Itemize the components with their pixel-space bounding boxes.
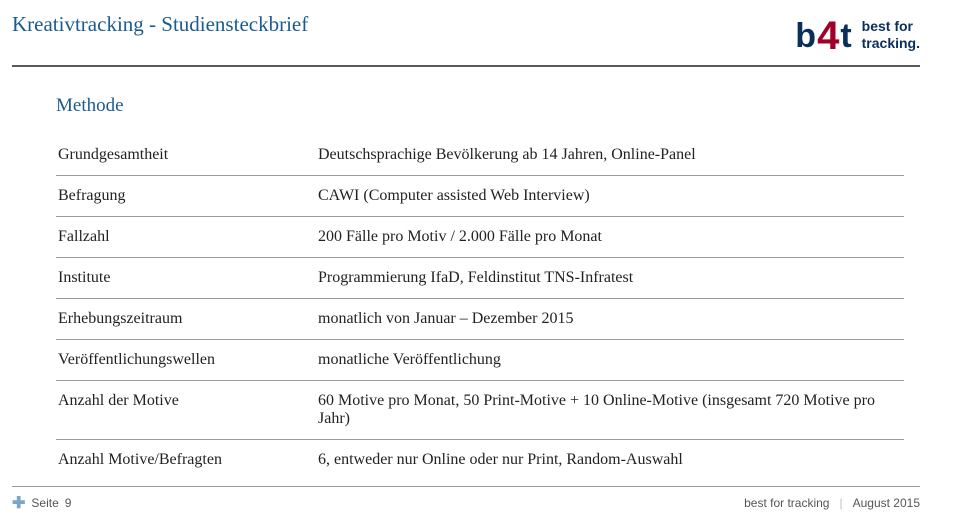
logo-letter-b: b — [795, 17, 816, 56]
content: Methode Grundgesamtheit Deutschsprachige… — [0, 67, 960, 480]
footer-left: ✚ Seite 9 — [12, 493, 71, 513]
page-label: Seite — [31, 496, 58, 510]
cell-val: CAWI (Computer assisted Web Interview) — [316, 176, 904, 217]
cell-val: Programmierung IfaD, Feldinstitut TNS-In… — [316, 258, 904, 299]
info-table: Grundgesamtheit Deutschsprachige Bevölke… — [56, 135, 904, 480]
table-row: Befragung CAWI (Computer assisted Web In… — [56, 176, 904, 217]
table-row: Erhebungszeitraum monatlich von Januar –… — [56, 299, 904, 340]
cell-key: Anzahl Motive/Befragten — [56, 440, 316, 481]
logo-mark: b 4 t — [795, 12, 851, 57]
logo-tagline: best for tracking. — [862, 18, 920, 52]
footer: ✚ Seite 9 best for tracking | August 201… — [0, 486, 960, 513]
cell-key: Befragung — [56, 176, 316, 217]
table-row: Anzahl Motive/Befragten 6, entweder nur … — [56, 440, 904, 481]
plus-icon: ✚ — [12, 493, 25, 513]
header: Kreativtracking - Studiensteckbrief b 4 … — [0, 0, 960, 57]
cell-val: 6, entweder nur Online oder nur Print, R… — [316, 440, 904, 481]
table-row: Fallzahl 200 Fälle pro Motiv / 2.000 Fäl… — [56, 217, 904, 258]
footer-divider — [12, 486, 920, 487]
table-row: Anzahl der Motive 60 Motive pro Monat, 5… — [56, 381, 904, 440]
cell-key: Veröffentlichungswellen — [56, 340, 316, 381]
table-row: Veröffentlichungswellen monatliche Veröf… — [56, 340, 904, 381]
section-heading: Methode — [56, 95, 904, 117]
page-number: 9 — [65, 496, 72, 510]
cell-val: monatliche Veröffentlichung — [316, 340, 904, 381]
cell-key: Institute — [56, 258, 316, 299]
cell-val: monatlich von Januar – Dezember 2015 — [316, 299, 904, 340]
cell-val: 60 Motive pro Monat, 50 Print-Motive + 1… — [316, 381, 904, 440]
cell-key: Anzahl der Motive — [56, 381, 316, 440]
footer-divider-vertical: | — [839, 496, 842, 510]
cell-key: Grundgesamtheit — [56, 135, 316, 176]
cell-val: Deutschsprachige Bevölkerung ab 14 Jahre… — [316, 135, 904, 176]
footer-right: best for tracking | August 2015 — [744, 496, 920, 510]
footer-brand: best for tracking — [744, 496, 829, 510]
cell-key: Fallzahl — [56, 217, 316, 258]
cell-val: 200 Fälle pro Motiv / 2.000 Fälle pro Mo… — [316, 217, 904, 258]
logo: b 4 t best for tracking. — [795, 12, 920, 57]
footer-row: ✚ Seite 9 best for tracking | August 201… — [12, 493, 920, 513]
logo-digit-4: 4 — [817, 14, 839, 59]
table-row: Grundgesamtheit Deutschsprachige Bevölke… — [56, 135, 904, 176]
footer-date: August 2015 — [853, 496, 920, 510]
cell-key: Erhebungszeitraum — [56, 299, 316, 340]
page-title: Kreativtracking - Studiensteckbrief — [12, 12, 308, 37]
logo-letter-t: t — [840, 17, 851, 56]
table-row: Institute Programmierung IfaD, Feldinsti… — [56, 258, 904, 299]
